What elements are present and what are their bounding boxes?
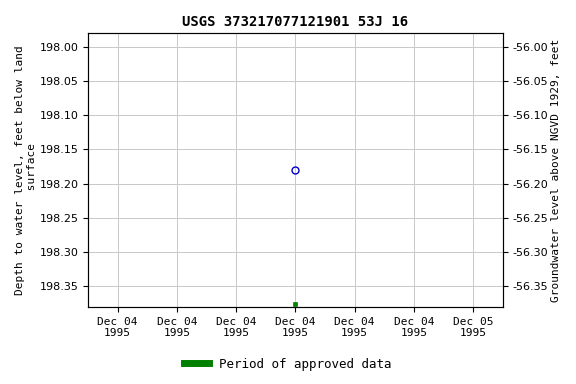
Y-axis label: Depth to water level, feet below land
 surface: Depth to water level, feet below land su…: [15, 45, 37, 295]
Title: USGS 373217077121901 53J 16: USGS 373217077121901 53J 16: [183, 15, 408, 29]
Y-axis label: Groundwater level above NGVD 1929, feet: Groundwater level above NGVD 1929, feet: [551, 38, 561, 301]
Legend: Period of approved data: Period of approved data: [179, 353, 397, 376]
